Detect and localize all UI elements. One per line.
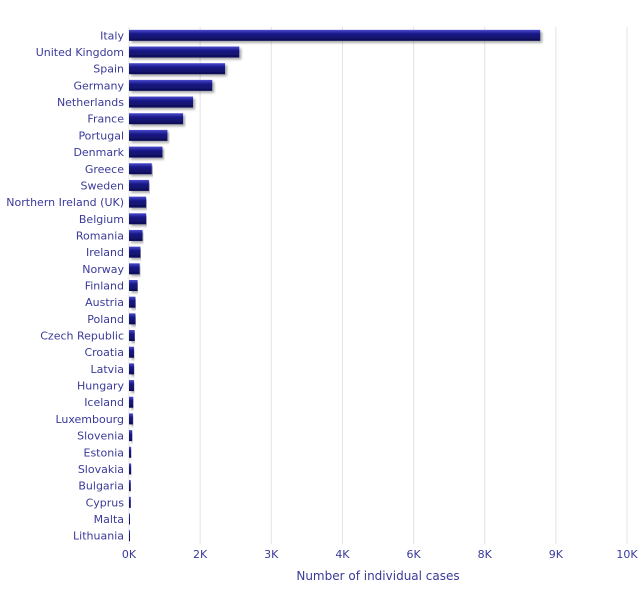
bar[interactable] [129,263,140,275]
category-label: Netherlands [57,96,124,109]
bar[interactable] [129,480,131,492]
category-label: Spain [93,63,124,76]
bar[interactable] [129,163,152,175]
category-label: Ireland [86,246,124,259]
x-tick-label: 0K [122,548,137,561]
bar[interactable] [129,513,130,525]
category-label: Germany [73,79,124,92]
x-tick-labels: 0K 2K 3K 4K 6K 8K 9K 10K [122,548,638,561]
gridlines [128,27,628,544]
category-label: Lithuania [73,530,124,543]
category-label: Austria [85,296,124,309]
bar[interactable] [129,496,131,508]
category-label: Czech Republic [40,330,124,343]
bar[interactable] [129,296,136,308]
bar[interactable] [129,446,132,458]
category-label: Malta [94,513,124,526]
category-label: United Kingdom [36,46,124,59]
bar[interactable] [129,396,134,408]
category-label: Greece [85,163,124,176]
bar[interactable] [129,313,136,325]
category-label: Portugal [78,129,124,142]
bar[interactable] [129,330,135,342]
bar[interactable] [129,246,141,258]
category-label: Latvia [91,363,125,376]
bar[interactable] [129,363,134,375]
category-label: Slovenia [77,430,124,443]
category-label: Norway [82,263,124,276]
bar[interactable] [129,430,133,442]
category-label: Estonia [84,446,125,459]
category-label: Luxembourg [55,413,124,426]
x-tick-label: 10K [616,548,638,561]
x-tick-label: 2K [193,548,208,561]
category-label: Denmark [73,146,124,159]
bar[interactable] [129,229,143,241]
x-tick-label: 4K [335,548,350,561]
bar[interactable] [129,46,240,58]
bar[interactable] [129,96,194,108]
category-label: Poland [87,313,124,326]
category-label: Northern Ireland (UK) [6,196,124,209]
x-axis-title: Number of individual cases [296,569,459,583]
category-label: Romania [76,229,124,242]
category-label: Slovakia [78,463,124,476]
bar[interactable] [129,79,213,91]
bars [129,29,541,542]
bar[interactable] [129,196,147,208]
bar[interactable] [129,380,134,392]
category-label: Belgium [79,213,124,226]
category-label: Bulgaria [78,480,124,493]
category-label: Hungary [77,380,124,393]
bar[interactable] [129,146,163,158]
bar[interactable] [129,29,541,41]
bar[interactable] [129,280,138,291]
bar[interactable] [129,463,132,475]
bar[interactable] [129,63,226,75]
x-tick-label: 3K [264,548,279,561]
category-label: Finland [85,280,124,293]
x-tick-label: 9K [549,548,564,561]
category-label: Iceland [84,396,124,409]
bar[interactable] [129,113,184,125]
bar[interactable] [129,413,133,425]
category-label: Cyprus [86,496,125,509]
bar[interactable] [129,346,134,358]
x-tick-label: 8K [478,548,493,561]
bar[interactable] [129,129,168,141]
category-label: France [87,113,124,126]
bar[interactable] [129,213,147,225]
bar[interactable] [129,530,130,542]
x-tick-label: 6K [406,548,421,561]
category-label: Croatia [84,346,124,359]
category-labels: Italy United Kingdom Spain Germany Netherlan… [6,29,124,542]
category-label: Italy [100,29,124,42]
category-label: Sweden [81,179,124,192]
bar[interactable] [129,179,149,191]
